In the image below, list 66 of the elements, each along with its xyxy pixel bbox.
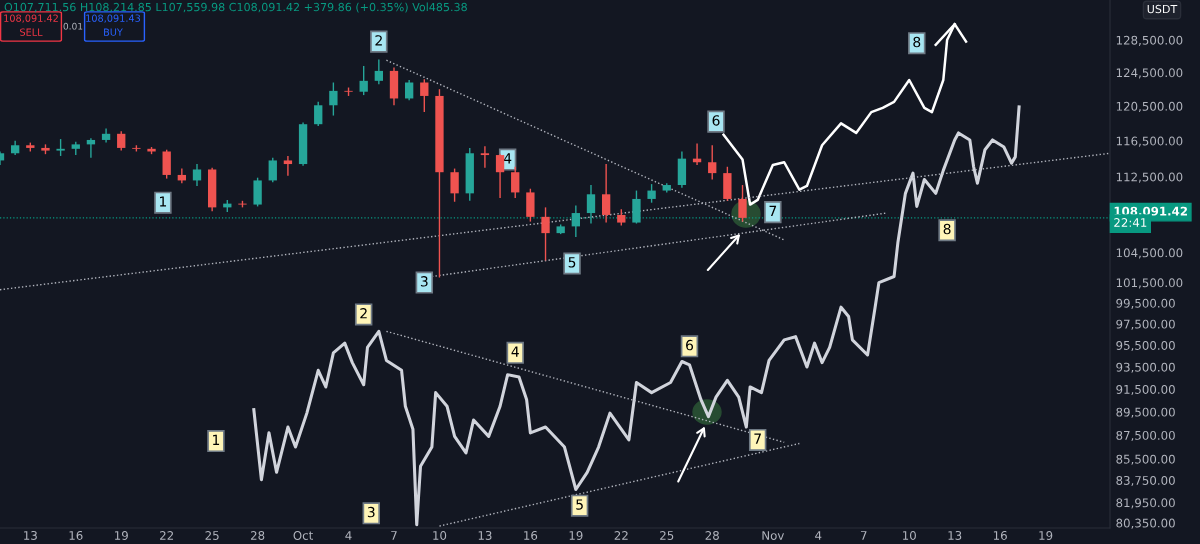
annotation: 2 (360, 308, 367, 319)
annotation: 7 (754, 433, 761, 444)
y-tick-label: 128,500.00 (1116, 35, 1183, 46)
annotation: 1 (160, 196, 167, 207)
y-tick-label: 93,500.00 (1116, 362, 1175, 373)
y-tick-label: 83,750.00 (1116, 475, 1175, 487)
annotation: 6 (686, 339, 694, 351)
x-tick-label: 10 (903, 530, 916, 540)
x-tick-label: 19 (569, 530, 583, 540)
y-tick-label: 101,500.00 (1116, 278, 1183, 289)
x-tick-label: 4 (815, 531, 822, 540)
x-tick-label: 19 (115, 530, 128, 540)
y-tick-label: 85,500.00 (1116, 454, 1175, 465)
x-tick-label: Oct (293, 530, 313, 540)
x-tick-label: 13 (478, 530, 492, 540)
annotation: 8 (943, 223, 951, 235)
y-tick-label: 104,500.00 (1116, 248, 1183, 259)
x-tick-label: 7 (391, 531, 397, 540)
y-tick-label: 112,500.00 (1116, 172, 1183, 183)
annotation: 2 (375, 35, 382, 46)
text: USDT (1147, 4, 1178, 14)
y-tick-label: 120,500.00 (1116, 101, 1183, 112)
x-tick-label: 10 (433, 530, 447, 540)
ref-line-label: 108,091.42 (1114, 206, 1187, 218)
x-tick-label: Nov (762, 531, 784, 540)
y-tick-label: 81,950.00 (1116, 498, 1175, 509)
annotation: 4 (503, 153, 512, 164)
annotation: 6 (712, 115, 720, 126)
y-tick-label: 91,500.00 (1116, 384, 1175, 396)
annotation: 3 (420, 276, 428, 287)
x-tick-label: 7 (860, 531, 867, 540)
annotation: 7 (769, 205, 777, 216)
text: 22:41 (1114, 218, 1147, 227)
x-tick-label: 13 (24, 530, 37, 540)
x-tick-label: 25 (205, 530, 219, 540)
annotation: 5 (568, 257, 576, 268)
y-tick-label: 124,500.00 (1116, 68, 1183, 79)
y-tick-label: 80,350.00 (1116, 518, 1175, 529)
y-tick-label: 99,500.00 (1116, 298, 1175, 309)
x-tick-label: 25 (660, 530, 674, 540)
annotation: 1 (213, 434, 220, 445)
y-tick-label: 87,500.00 (1116, 430, 1175, 442)
annotation: 108,091.43 (86, 14, 141, 23)
x-tick-label: 16 (69, 530, 83, 540)
annotation: 8 (913, 36, 921, 48)
x-tick-label: 4 (345, 531, 352, 540)
x-tick-label: 28 (705, 530, 719, 540)
annotation: SELL (20, 28, 43, 36)
annotation: 4 (511, 346, 519, 357)
x-tick-label: 22 (160, 530, 174, 540)
y-tick-label: 97,500.00 (1116, 319, 1175, 330)
y-tick-label: 116,500.00 (1116, 136, 1183, 147)
y-tick-label: 95,500.00 (1116, 340, 1175, 352)
x-tick-label: 19 (1039, 530, 1053, 540)
annotation: 3 (367, 506, 375, 518)
x-tick-label: 28 (250, 530, 265, 540)
x-tick-label: 13 (948, 530, 962, 540)
x-tick-label: 16 (524, 530, 538, 540)
annotation: O107,711.56 H108,214.85 L107,559.98 C108,091.42 +379.86 (+0.35%) Vol485.38 (4, 2, 467, 13)
y-tick-label: 89,500.00 (1116, 407, 1175, 418)
annotation: 0.01 (63, 22, 83, 30)
x-tick-label: 22 (614, 530, 628, 540)
annotation: 108,091.42 (4, 14, 58, 23)
annotation: 5 (576, 499, 583, 510)
x-tick-label: 16 (993, 530, 1007, 540)
annotation: BUY (104, 28, 123, 36)
